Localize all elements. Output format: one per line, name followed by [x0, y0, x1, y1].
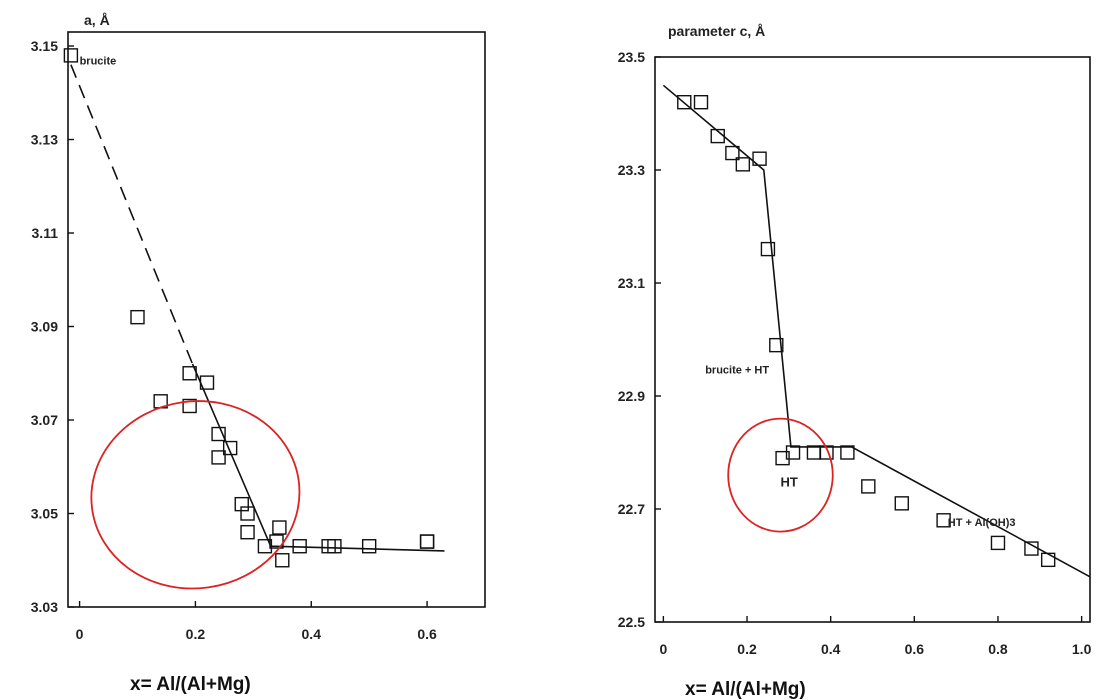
data-point	[63, 48, 79, 63]
data-point	[240, 525, 255, 540]
annotation: brucite	[80, 56, 117, 68]
y-tick-label: 3.07	[31, 412, 58, 428]
data-point	[819, 445, 834, 460]
fit-line-solid	[191, 363, 445, 552]
data-point	[769, 337, 784, 353]
data-point	[130, 309, 145, 325]
highlight-ellipse	[727, 417, 834, 533]
data-point	[275, 553, 290, 568]
data-point	[775, 450, 790, 466]
data-point	[222, 440, 238, 456]
data-point	[211, 450, 226, 465]
fit-line-dashed	[70, 64, 194, 365]
data-point	[292, 539, 307, 554]
chart-c: 22.5 22.7 22.9 23.1 23.3 23.5 0 0.2 0.4 0.6 0.8 1.0…	[618, 23, 1092, 700]
data-point	[182, 398, 197, 414]
data-point	[710, 128, 725, 144]
x-axis-label: x= Al/(Al+Mg)	[130, 674, 251, 695]
data-point	[677, 94, 692, 110]
fit-line-solid	[662, 84, 1091, 578]
x-tick-label: 0.2	[737, 641, 757, 657]
data-point	[182, 366, 197, 381]
x-axis-label: x= Al/(Al+Mg)	[685, 679, 806, 700]
data-point	[725, 145, 740, 161]
data-point	[1040, 552, 1056, 568]
data-point	[419, 534, 435, 549]
data-point	[257, 539, 273, 554]
y-tick-label: 3.09	[31, 319, 58, 335]
x-tick-label: 0.6	[905, 641, 925, 657]
x-tick-label: 0.6	[417, 626, 437, 642]
data-point	[806, 445, 822, 460]
data-point	[936, 513, 951, 528]
y-tick-label: 22.7	[618, 501, 645, 517]
y-tick-label: 3.11	[32, 225, 59, 241]
highlight-ellipse	[90, 400, 301, 590]
annotation: brucite + HT	[705, 364, 769, 376]
data-point	[990, 535, 1006, 551]
data-point	[361, 539, 377, 554]
data-point	[234, 496, 249, 512]
y-tick-label: 23.3	[618, 162, 645, 178]
x-tick-label: 0.2	[186, 626, 206, 642]
y-tick-label: 23.5	[618, 49, 645, 65]
data-point	[894, 496, 909, 511]
data-point	[327, 539, 342, 554]
chart-a: 3.03 3.05 3.07 3.09 3.11 3.13 3.15 0 0.2 0.4 0.6 a,…	[31, 12, 486, 695]
data-point	[735, 157, 751, 172]
y-tick-label: 23.1	[618, 275, 645, 291]
data-point	[419, 534, 435, 549]
data-point	[752, 151, 767, 166]
y-tick-label: 22.9	[618, 388, 645, 404]
x-tick-label: 0	[659, 641, 667, 657]
x-tick-label: 0.4	[302, 626, 322, 642]
x-tick-label: 1.0	[1072, 641, 1092, 657]
data-point	[199, 375, 215, 390]
y-tick-label: 22.5	[618, 614, 645, 630]
y-tick-label: 3.03	[31, 599, 58, 615]
data-point	[861, 479, 876, 494]
data-point	[693, 94, 709, 110]
data-point	[272, 520, 287, 535]
data-point	[840, 445, 855, 460]
y-axis-label: parameter c, Å	[668, 23, 765, 39]
x-tick-label: 0.4	[821, 641, 841, 657]
y-axis-label: a, Å	[84, 12, 110, 28]
y-tick-label: 3.15	[31, 38, 58, 54]
data-point	[785, 445, 801, 460]
data-point	[240, 506, 255, 521]
y-tick-label: 3.13	[31, 132, 58, 148]
plot-frame	[654, 56, 1091, 623]
annotation: HT + Al(OH)3	[948, 517, 1016, 529]
annotation: HT	[780, 474, 797, 489]
x-tick-label: 0.8	[988, 641, 1008, 657]
data-point	[1024, 541, 1039, 556]
data-point	[211, 426, 226, 442]
data-point	[321, 539, 336, 554]
x-tick-label: 0	[76, 626, 84, 642]
data-point	[760, 241, 776, 257]
plot-frame	[67, 31, 486, 608]
y-tick-label: 3.05	[31, 506, 58, 522]
